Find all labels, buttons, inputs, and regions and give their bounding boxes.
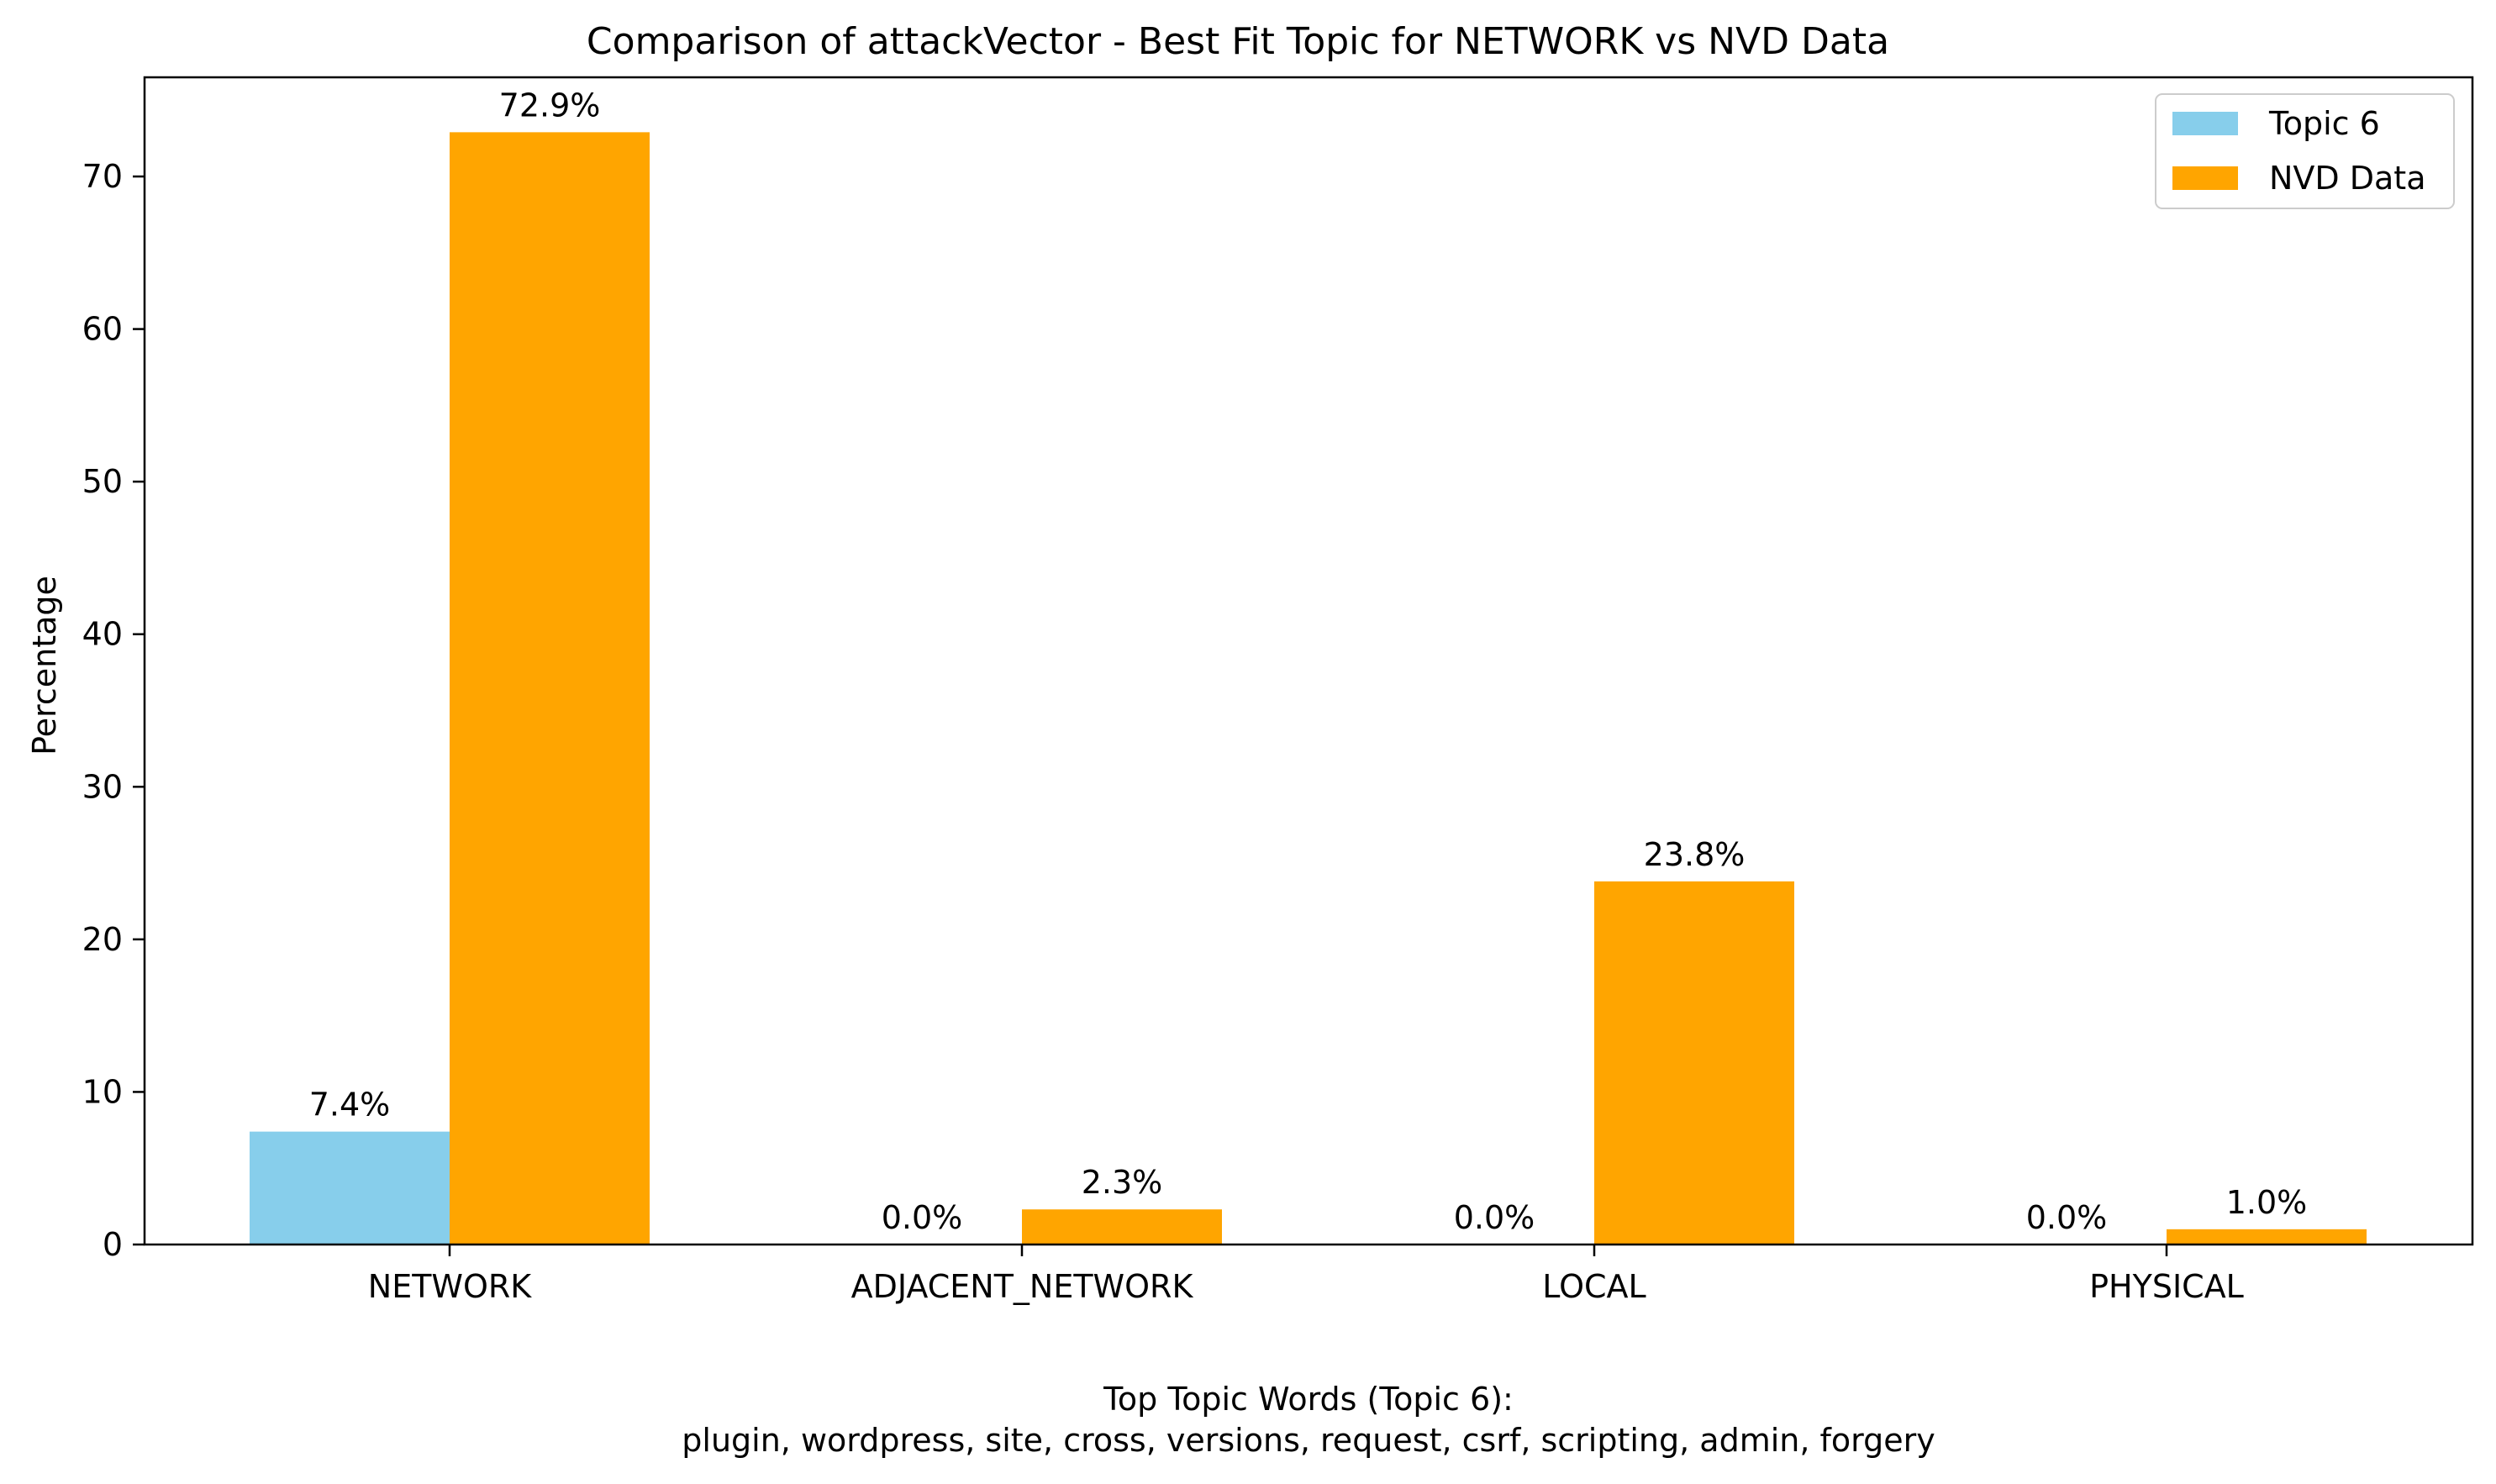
data-label-topic-6-physical: 0.0% [2026,1199,2108,1236]
legend-label-topic-6: Topic 6 [2268,105,2380,142]
footer-title: Top Topic Words (Topic 6): [1103,1381,1514,1418]
data-label-topic-6-local: 0.0% [1454,1199,1535,1236]
y-tick-label: 60 [82,311,123,348]
legend-label-nvd-data: NVD Data [2269,160,2426,197]
x-axis-ticks: NETWORK ADJACENT_NETWORK LOCAL PHYSICAL [368,1245,2244,1305]
y-tick-label: 30 [82,768,123,805]
x-tick-label-network: NETWORK [368,1268,533,1305]
x-tick-label-local: LOCAL [1542,1268,1646,1305]
x-tick-label-adjacent-network: ADJACENT_NETWORK [851,1268,1194,1305]
y-axis-ticks: 0 10 20 30 40 50 60 70 [82,158,145,1263]
bar-nvd-data-adjacent-network [1022,1209,1222,1245]
bar-nvd-data-local [1594,881,1794,1245]
chart-title: Comparison of attackVector - Best Fit To… [587,20,1889,63]
data-label-nvd-data-physical: 1.0% [2226,1184,2308,1221]
data-label-nvd-data-local: 23.8% [1644,836,1746,873]
bars [250,132,2367,1245]
y-tick-label: 70 [82,158,123,195]
data-label-topic-6-network: 7.4% [309,1087,391,1124]
data-label-nvd-data-network: 72.9% [499,87,601,124]
bar-nvd-data-physical [2167,1229,2367,1245]
y-tick-label: 10 [82,1073,123,1110]
legend-swatch-topic-6 [2172,112,2238,135]
footer-topic-words: plugin, wordpress, site, cross, versions… [682,1422,1935,1459]
plot-frame [143,76,2474,1246]
x-tick-label-physical: PHYSICAL [2089,1268,2244,1305]
bar-nvd-data-network [450,132,650,1245]
y-tick-label: 20 [82,921,123,958]
legend: Topic 6 NVD Data [2155,93,2455,209]
y-tick-label: 40 [82,616,123,653]
data-label-nvd-data-adjacent-network: 2.3% [1082,1164,1163,1201]
y-tick-label: 50 [82,463,123,500]
legend-swatch-nvd-data [2172,166,2238,190]
y-tick-label: 0 [103,1226,123,1263]
data-labels: 7.4% 72.9% 0.0% 2.3% 0.0% 23.8% 0.0% 1.0% [309,87,2308,1236]
data-label-topic-6-adjacent-network: 0.0% [882,1199,963,1236]
y-axis-label: Percentage [26,576,63,755]
bar-topic-6-network [250,1131,450,1245]
